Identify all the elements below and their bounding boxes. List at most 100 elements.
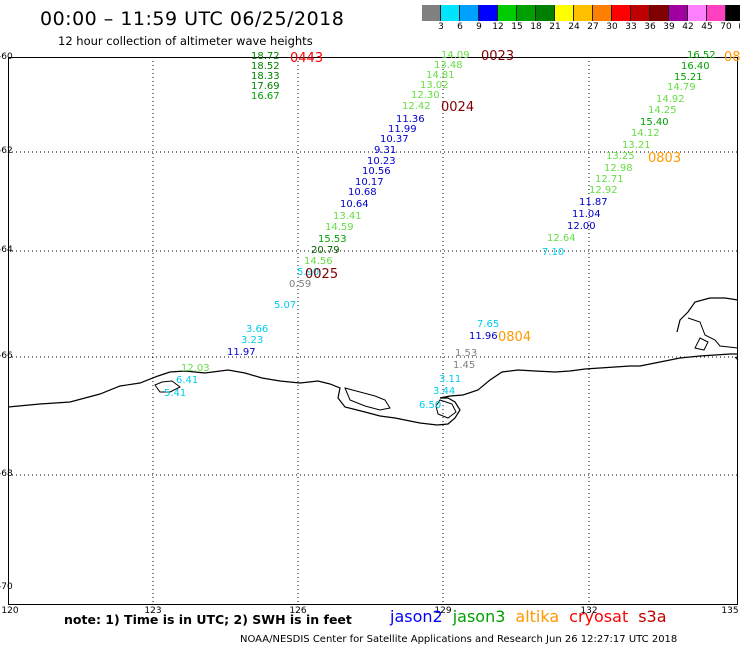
wave-height-label: 11.96 [469,331,498,342]
wave-height-label: 9.31 [374,145,397,156]
wave-height-label: 12.03 [181,363,210,374]
wave-height-label: 13.02 [420,80,449,91]
scale-label: 9 [476,22,482,32]
wave-height-label: 13.48 [434,60,463,71]
track-time-label: 0804 [498,330,532,345]
wave-height-label: 18.33 [251,71,280,82]
scale-label: 18 [530,22,542,32]
wave-height-label: 3.66 [246,324,269,335]
wave-height-label: 15.53 [318,234,347,245]
wave-height-label: 3.23 [241,335,264,346]
wave-height-label: 3.11 [439,374,462,385]
wave-height-label: 10.37 [380,134,409,145]
scale-swatch [707,5,726,21]
lat-label: -66 [0,351,13,361]
wave-height-label: 15.40 [640,117,669,128]
lon-label: 120 [1,606,19,616]
wave-height-label: 12.42 [402,101,431,112]
track-time-label: 0024 [441,100,475,115]
wave-height-label: 12.64 [547,233,576,244]
scale-label: 36 [644,22,656,32]
track-time-label: 0803 [648,151,682,166]
lon-label: 129 [434,606,452,616]
scale-swatch [536,5,555,21]
scale-swatch [517,5,536,21]
lat-label: -64 [0,245,13,255]
scale-swatch [593,5,612,21]
wave-height-label: 10.68 [348,187,377,198]
wave-height-label: 14.12 [631,128,660,139]
lon-label: 132 [580,606,598,616]
track-time-label: 08 [724,50,740,65]
scale-swatch [498,5,517,21]
wave-height-label: 20.79 [311,245,340,256]
wave-height-label: 14.92 [656,94,685,105]
wave-height-label: 18.52 [251,61,280,72]
scale-label: 42 [682,22,694,32]
wave-height-label: 12.00 [567,221,596,232]
scale-label: 24 [568,22,580,32]
wave-height-label: 10.56 [362,166,391,177]
satellite-legend-cryosat: cryosat [569,607,629,626]
wave-height-label: 12.30 [411,90,440,101]
scale-label: 30 [606,22,618,32]
scale-swatch [460,5,479,21]
scale-swatch [422,5,441,21]
wave-height-label: 6.50 [419,400,442,411]
track-time-label: 0023 [481,49,515,64]
scale-label: 3 [438,22,444,32]
scale-label: 6 [457,22,463,32]
footer-note: note: 1) Time is in UTC; 2) SWH is in fe… [64,612,352,627]
wave-height-label: 11.99 [388,124,417,135]
wave-height-label: 10.17 [355,177,384,188]
wave-height-label: 0.59 [289,279,312,290]
wave-height-label: 14.81 [426,70,455,81]
wave-height-label: 6.41 [176,375,199,386]
wave-height-label: 11.36 [396,114,425,125]
satellite-legend-altika: altika [515,607,560,626]
lon-label: 126 [289,606,307,616]
color-scale [422,5,740,21]
scale-swatch [479,5,498,21]
wave-height-label: 12.71 [595,174,624,185]
wave-height-label: 14.09 [441,50,470,61]
scale-swatch [441,5,460,21]
wave-height-label: 7.65 [477,319,500,330]
wave-height-label: 11.97 [227,347,256,358]
lat-label: -60 [0,52,13,62]
wave-height-label: 11.87 [579,197,608,208]
wave-height-label: 16.40 [681,61,710,72]
map-frame [8,57,738,605]
wave-height-label: 7.10 [542,247,565,258]
lon-label: 135 [721,606,739,616]
lon-label: 123 [144,606,162,616]
lat-label: -70 [0,582,13,592]
lat-label: -68 [0,469,13,479]
wave-height-label: 16.67 [251,91,280,102]
wave-height-label: 13.25 [606,151,635,162]
scale-swatch [555,5,574,21]
scale-swatch [631,5,650,21]
scale-swatch [650,5,669,21]
wave-height-label: 13.21 [622,140,651,151]
wave-height-label: 14.56 [304,256,333,267]
wave-height-label: 18.72 [251,51,280,62]
wave-height-label: 1.45 [453,360,476,371]
scale-label: 39 [663,22,675,32]
credit-line: NOAA/NESDIS Center for Satellite Applica… [240,634,678,645]
wave-height-label: 5.90 [297,267,320,278]
page-subtitle: 12 hour collection of altimeter wave hei… [58,34,313,48]
wave-height-label: 14.79 [667,82,696,93]
scale-swatch [669,5,688,21]
lat-label: -62 [0,146,13,156]
scale-label: 45 [701,22,713,32]
wave-height-label: 15.21 [674,72,703,83]
scale-label: 15 [511,22,523,32]
wave-height-label: 5.07 [274,300,297,311]
scale-swatch [688,5,707,21]
wave-height-label: 10.23 [367,156,396,167]
wave-height-label: 12.92 [589,185,618,196]
wave-height-label: 14.25 [648,105,677,116]
